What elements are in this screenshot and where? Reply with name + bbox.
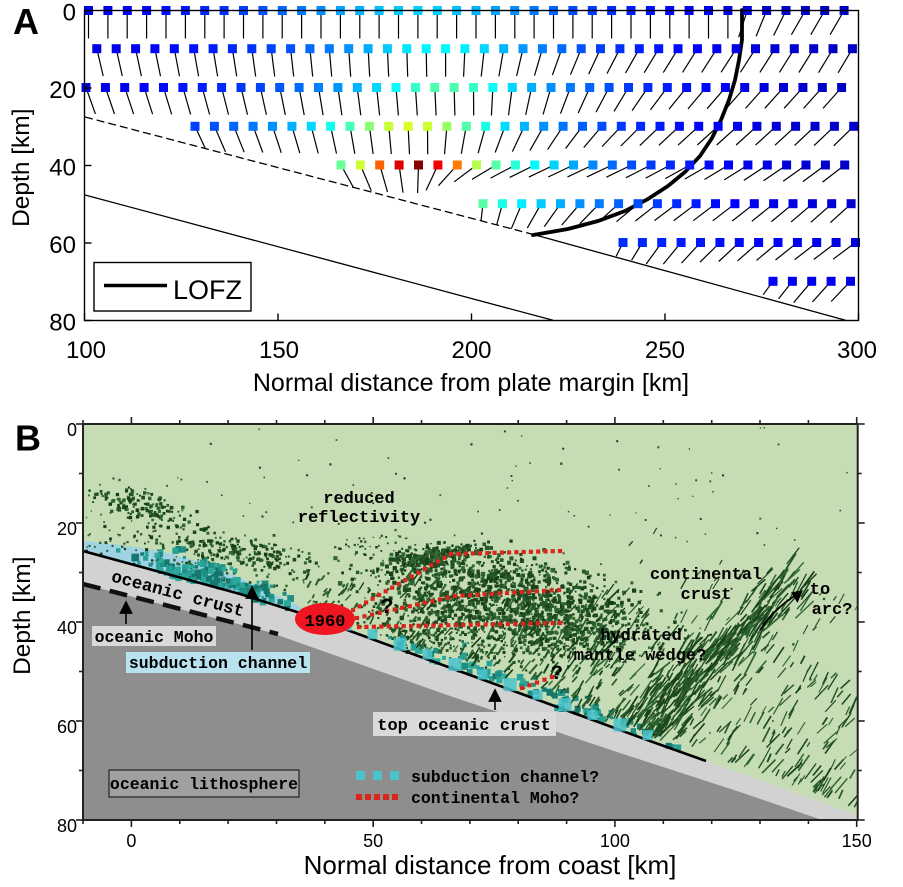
svg-text:to: to: [810, 581, 830, 600]
svg-text:top oceanic crust: top oceanic crust: [377, 717, 550, 736]
svg-text:hydrated: hydrated: [600, 627, 682, 646]
svg-text:100: 100: [600, 831, 630, 851]
svg-text:200: 200: [451, 337, 491, 364]
svg-text:reflectivity: reflectivity: [298, 509, 420, 528]
svg-text:250: 250: [645, 337, 685, 364]
svg-text:300: 300: [837, 337, 877, 364]
svg-text:crust: crust: [680, 586, 731, 605]
svg-text:continental: continental: [650, 566, 762, 585]
svg-text:0: 0: [67, 420, 77, 440]
svg-text:continental Moho?: continental Moho?: [411, 789, 579, 808]
svg-text:A: A: [13, 1, 39, 42]
svg-text:mantle wedge?: mantle wedge?: [574, 647, 707, 666]
svg-text:Depth [km]: Depth [km]: [9, 556, 36, 674]
svg-text:60: 60: [57, 717, 77, 737]
svg-text:40: 40: [49, 155, 76, 182]
svg-text:40: 40: [57, 618, 77, 638]
svg-text:0: 0: [126, 831, 136, 851]
svg-text:60: 60: [49, 232, 76, 259]
svg-text:Normal distance from coast [km: Normal distance from coast [km]: [304, 850, 677, 880]
svg-text:100: 100: [66, 337, 106, 364]
svg-text:150: 150: [259, 337, 299, 364]
svg-text:?: ?: [380, 595, 393, 620]
svg-text:80: 80: [49, 310, 76, 337]
svg-text:oceanic Moho: oceanic Moho: [95, 628, 214, 647]
svg-text:Depth [km]: Depth [km]: [8, 108, 35, 226]
svg-text:1960: 1960: [305, 613, 346, 632]
svg-text:150: 150: [842, 831, 872, 851]
svg-text:20: 20: [49, 77, 76, 104]
svg-text:B: B: [15, 418, 41, 459]
svg-text:arc?: arc?: [812, 601, 853, 620]
svg-text:reduced: reduced: [323, 490, 394, 509]
svg-text:LOFZ: LOFZ: [173, 275, 242, 305]
svg-text:oceanic lithosphere: oceanic lithosphere: [110, 775, 298, 794]
svg-text:20: 20: [57, 519, 77, 539]
svg-text:Normal distance from plate mar: Normal distance from plate margin [km]: [253, 369, 689, 397]
svg-text:80: 80: [57, 816, 77, 836]
svg-text:?: ?: [551, 663, 563, 686]
svg-text:0: 0: [63, 0, 76, 27]
svg-text:subduction channel?: subduction channel?: [411, 768, 599, 787]
svg-text:subduction channel: subduction channel: [129, 654, 307, 673]
svg-text:50: 50: [363, 831, 383, 851]
